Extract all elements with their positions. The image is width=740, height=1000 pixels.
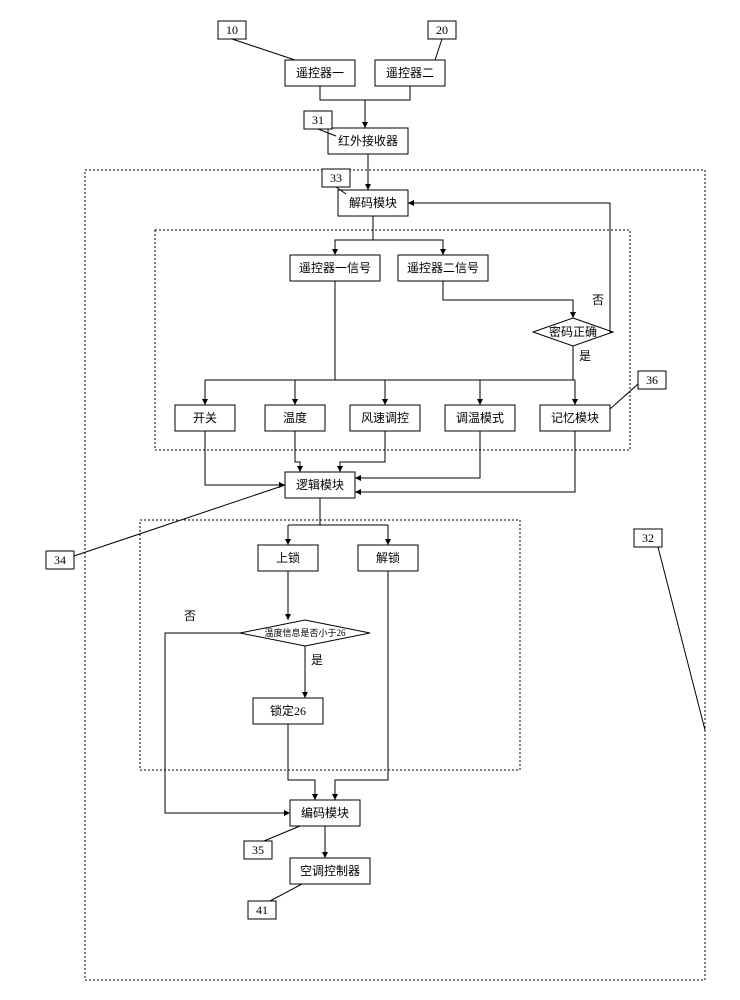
svg-text:35: 35 [252,843,264,857]
unlock-label: 解锁 [376,550,400,565]
acctrl-label: 空调控制器 [300,864,360,878]
lock-label: 上锁 [276,550,300,565]
locklogic-region [140,520,520,770]
flowchart-diagram: 遥控器一 遥控器二红外接收器解码模块遥控器一信号 遥控器二信号密码正确开关 温度 风速调… [0,0,740,1000]
svg-text:否: 否 [592,293,604,307]
switch-label: 开关 [193,411,217,425]
remote1-label: 遥控器一 [296,66,344,80]
ir-label: 红外接收器 [338,133,398,148]
tag-remote2-label: 20 [436,23,448,37]
wind-label: 风速调控 [361,411,409,425]
svg-text:是: 是 [579,349,591,363]
svg-text:否: 否 [184,609,196,623]
outer-region [85,170,705,980]
svg-text:32: 32 [642,531,654,545]
temp-label: 温度 [283,410,307,425]
mode-label: 调温模式 [456,411,504,425]
remote2-label: 遥控器二 [386,66,434,80]
decode-label: 解码模块 [349,196,397,210]
svg-text:36: 36 [646,373,658,387]
sig1-label: 遥控器一信号 [299,261,371,275]
lock26-label: 锁定26 [270,703,306,718]
tag-ir-label: 31 [312,113,324,127]
tag-decode-label: 33 [330,171,342,185]
pwd-label: 密码正确 [549,324,597,339]
svg-text:34: 34 [54,553,66,567]
logic-label: 逻辑模块 [296,478,344,492]
tempchk-label: 温度信息是否小于26 [264,627,346,638]
svg-text:是: 是 [311,653,323,667]
encode-label: 编码模块 [301,805,349,820]
tag-remote1-label: 10 [226,23,238,37]
svg-text:41: 41 [256,903,268,917]
memory-label: 记忆模块 [551,411,599,425]
sig2-label: 遥控器二信号 [407,261,479,275]
